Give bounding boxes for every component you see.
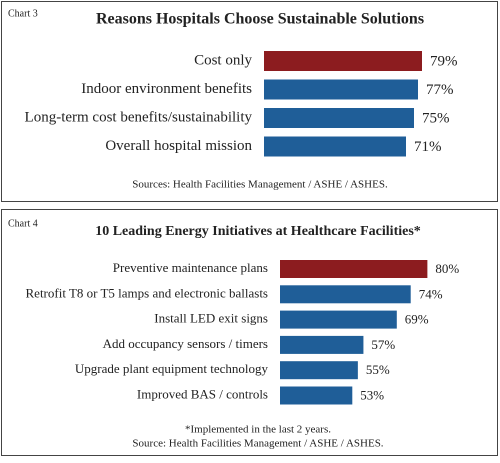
category-label: Install LED exit signs xyxy=(154,311,268,326)
bar xyxy=(264,108,414,128)
chart-label: Chart 3 xyxy=(8,8,38,19)
category-label: Retrofit T8 or T5 lamps and electronic b… xyxy=(26,285,269,300)
category-label: Overall hospital mission xyxy=(105,138,252,154)
value-label: 79% xyxy=(430,53,458,69)
chart-source: Source: Health Facilities Management / A… xyxy=(132,438,383,450)
category-label: Indoor environment benefits xyxy=(81,81,252,97)
chart-footnote: *Implemented in the last 2 years. xyxy=(185,424,331,436)
chart-frame xyxy=(1,209,498,456)
value-label: 80% xyxy=(435,261,459,276)
chart-title: 10 Leading Energy Initiatives at Healthc… xyxy=(95,224,421,239)
category-label: Improved BAS / controls xyxy=(137,386,268,401)
chart-label: Chart 4 xyxy=(8,218,38,229)
category-label: Add occupancy sensors / timers xyxy=(103,336,268,351)
chart-frame xyxy=(1,1,498,202)
value-label: 77% xyxy=(426,82,454,98)
category-label: Cost only xyxy=(194,52,252,68)
value-label: 71% xyxy=(414,139,442,155)
bar xyxy=(280,260,428,278)
value-label: 74% xyxy=(419,286,443,301)
bar xyxy=(280,335,364,354)
chart-source: Sources: Health Facilities Management / … xyxy=(132,179,388,191)
value-label: 69% xyxy=(405,312,429,327)
bar xyxy=(264,79,418,100)
value-label: 75% xyxy=(422,110,450,126)
bar xyxy=(280,361,358,380)
category-label: Upgrade plant equipment technology xyxy=(75,361,269,376)
value-label: 55% xyxy=(366,362,390,377)
bar xyxy=(280,386,353,405)
bar xyxy=(280,310,397,329)
category-label: Long-term cost benefits/sustainability xyxy=(25,109,253,125)
value-label: 57% xyxy=(371,337,395,352)
bar xyxy=(264,51,422,71)
chart-title: Reasons Hospitals Choose Sustainable Sol… xyxy=(96,11,424,28)
value-label: 53% xyxy=(360,387,384,402)
bar xyxy=(264,136,406,157)
category-label: Preventive maintenance plans xyxy=(113,260,268,275)
bar xyxy=(280,285,411,304)
